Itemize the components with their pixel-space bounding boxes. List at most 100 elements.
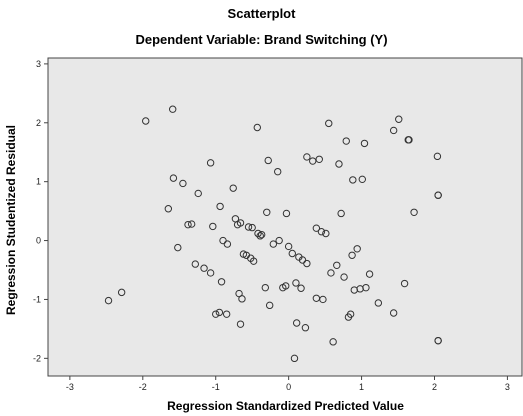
scatter-point xyxy=(309,157,317,165)
scatter-point xyxy=(261,283,270,292)
x-tick-label: 2 xyxy=(432,382,437,392)
x-tick-label: 3 xyxy=(505,382,510,392)
scatter-point xyxy=(340,273,348,281)
scatter-point xyxy=(358,175,366,184)
scatter-point xyxy=(298,256,307,264)
x-tick-label: -3 xyxy=(66,382,74,392)
chart-title: Scatterplot xyxy=(227,6,296,21)
scatter-point xyxy=(142,117,150,125)
scatter-point xyxy=(284,242,293,251)
x-axis-label: Regression Standardized Predicted Value xyxy=(167,399,404,413)
scatter-point xyxy=(219,236,227,245)
scatter-point xyxy=(374,299,383,307)
scatter-point xyxy=(282,282,290,290)
scatter-point xyxy=(253,123,261,132)
scatter-point xyxy=(292,319,301,327)
scatter-point xyxy=(395,115,403,123)
scatter-point xyxy=(342,137,350,145)
scatter-point xyxy=(104,296,113,305)
scatter-point xyxy=(410,208,418,216)
scatter-point xyxy=(264,156,272,165)
scatter-point xyxy=(215,308,224,317)
scatter-point xyxy=(206,159,215,167)
scatter-point xyxy=(179,179,187,188)
scatter-point xyxy=(229,184,237,192)
scatter-point xyxy=(206,269,215,277)
scatter-point xyxy=(256,232,264,240)
scatter-point xyxy=(216,202,224,211)
scatter-point xyxy=(288,249,296,258)
y-tick-label: 1 xyxy=(36,177,41,187)
scatter-point xyxy=(335,160,343,168)
scatter-point xyxy=(405,136,413,144)
scatter-point xyxy=(292,279,300,287)
y-tick-label: 3 xyxy=(36,59,41,69)
x-tick-label: -2 xyxy=(139,382,147,392)
scatter-point xyxy=(389,309,398,317)
scatter-point xyxy=(187,220,196,228)
scatter-point xyxy=(312,224,321,232)
scatter-point xyxy=(389,126,398,135)
scatter-point xyxy=(263,208,271,216)
scatter-point xyxy=(290,354,299,363)
scatter-point xyxy=(168,105,177,113)
scatter-point xyxy=(315,155,323,163)
scatter-point xyxy=(244,223,253,231)
scatter-point xyxy=(265,301,274,310)
scatter-point xyxy=(303,259,311,268)
x-tick-label: 1 xyxy=(359,382,364,392)
chart-subtitle: Dependent Variable: Brand Switching (Y) xyxy=(135,32,388,47)
scatter-point xyxy=(238,295,246,303)
scatter-point xyxy=(362,283,370,292)
y-tick-label: -1 xyxy=(33,294,41,304)
scatter-point xyxy=(223,240,232,248)
scatter-point xyxy=(434,336,442,345)
scatter-point xyxy=(257,230,266,239)
scatter-point xyxy=(164,205,173,213)
scatter-point xyxy=(236,320,245,328)
scatter-point xyxy=(249,257,258,265)
scatter-point xyxy=(327,269,335,277)
scatter-point xyxy=(217,278,226,286)
scatter-point xyxy=(297,284,305,292)
scatter-point xyxy=(236,219,245,227)
scatter-point xyxy=(400,279,409,288)
y-tick-label: -2 xyxy=(33,353,41,363)
scatter-point xyxy=(194,189,202,198)
scatter-point xyxy=(117,288,126,297)
scatter-point xyxy=(191,260,200,268)
scatter-point xyxy=(319,295,327,304)
y-tick-label: 0 xyxy=(36,236,41,246)
x-tick-label: 0 xyxy=(286,382,291,392)
scatter-point xyxy=(360,139,369,148)
scatter-point xyxy=(365,270,374,278)
scatter-point xyxy=(325,119,333,128)
scatter-point xyxy=(200,264,208,272)
scatter-point xyxy=(169,174,178,182)
scatter-point xyxy=(248,223,256,232)
x-tick-label: -1 xyxy=(212,382,220,392)
scatter-point xyxy=(317,228,326,236)
plot-area xyxy=(47,57,523,377)
scatter-point xyxy=(212,310,220,318)
scatter-point xyxy=(209,222,217,231)
scatter-point xyxy=(337,209,345,218)
scatter-point xyxy=(303,153,311,161)
scatter-point xyxy=(282,209,291,218)
scatter-point xyxy=(174,243,182,252)
scatter-point xyxy=(433,152,442,161)
scatter-point xyxy=(301,324,310,332)
scatter-point xyxy=(274,167,282,176)
y-tick-label: 2 xyxy=(36,118,41,128)
scatter-point xyxy=(348,251,356,259)
scatter-point xyxy=(322,229,330,238)
scatter-point xyxy=(254,229,262,238)
scatter-point xyxy=(353,245,361,253)
scatter-point xyxy=(329,338,337,346)
scatter-point xyxy=(275,236,283,245)
scatter-point xyxy=(434,191,442,199)
scatter-point xyxy=(184,220,192,229)
scatter-point xyxy=(269,240,278,248)
scatter-point xyxy=(333,261,341,269)
